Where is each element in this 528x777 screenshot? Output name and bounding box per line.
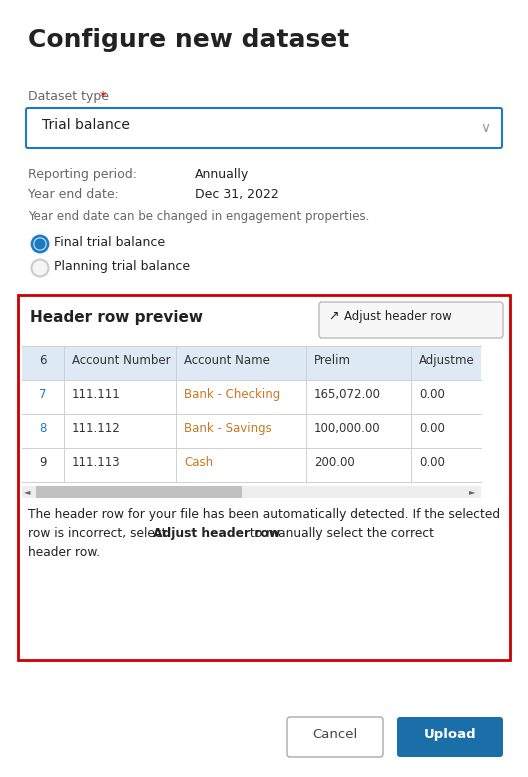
- Text: row is incorrect, select: row is incorrect, select: [28, 527, 171, 540]
- Bar: [22, 414, 481, 448]
- Text: Dataset type: Dataset type: [28, 90, 109, 103]
- Text: Bank - Checking: Bank - Checking: [184, 388, 280, 401]
- Text: Planning trial balance: Planning trial balance: [54, 260, 190, 273]
- Text: Header row preview: Header row preview: [30, 310, 203, 325]
- Text: *: *: [100, 90, 106, 103]
- Text: 0.00: 0.00: [419, 456, 445, 469]
- FancyBboxPatch shape: [319, 302, 503, 338]
- FancyBboxPatch shape: [287, 717, 383, 757]
- Text: Prelim: Prelim: [314, 354, 351, 367]
- Text: 111.111: 111.111: [72, 388, 121, 401]
- Text: to manually select the correct: to manually select the correct: [247, 527, 435, 540]
- Text: Bank - Savings: Bank - Savings: [184, 422, 272, 435]
- Text: Reporting period:: Reporting period:: [28, 168, 137, 181]
- Text: 200.00: 200.00: [314, 456, 355, 469]
- Text: Dec 31, 2022: Dec 31, 2022: [195, 188, 279, 201]
- Text: Upload: Upload: [423, 728, 476, 741]
- Text: Adjustme: Adjustme: [419, 354, 475, 367]
- Text: header row.: header row.: [28, 546, 100, 559]
- Text: Year end date can be changed in engagement properties.: Year end date can be changed in engageme…: [28, 210, 370, 223]
- Text: ∨: ∨: [480, 121, 490, 135]
- Text: Annually: Annually: [195, 168, 249, 181]
- Text: Account Name: Account Name: [184, 354, 270, 367]
- Text: Adjust header row: Adjust header row: [344, 310, 452, 323]
- Bar: [22, 346, 481, 380]
- Text: 165,072.00: 165,072.00: [314, 388, 381, 401]
- Circle shape: [32, 260, 48, 276]
- Text: 9: 9: [39, 456, 47, 469]
- Text: ↗: ↗: [328, 310, 338, 323]
- Text: Configure new dataset: Configure new dataset: [28, 28, 349, 52]
- Circle shape: [35, 239, 45, 249]
- FancyBboxPatch shape: [397, 717, 503, 757]
- Text: 111.113: 111.113: [72, 456, 120, 469]
- Text: ►: ►: [469, 487, 476, 496]
- Text: Adjust header row: Adjust header row: [153, 527, 280, 540]
- Text: 111.112: 111.112: [72, 422, 121, 435]
- Text: The header row for your file has been automatically detected. If the selected: The header row for your file has been au…: [28, 508, 500, 521]
- Bar: [22, 448, 481, 482]
- Text: 0.00: 0.00: [419, 422, 445, 435]
- Text: Cancel: Cancel: [313, 728, 357, 741]
- Text: 100,000.00: 100,000.00: [314, 422, 381, 435]
- Text: 7: 7: [39, 388, 47, 401]
- Text: 6: 6: [39, 354, 47, 367]
- Text: ◄: ◄: [24, 487, 31, 496]
- Text: Cash: Cash: [184, 456, 213, 469]
- Bar: [22, 380, 481, 414]
- Text: Final trial balance: Final trial balance: [54, 236, 165, 249]
- FancyBboxPatch shape: [26, 108, 502, 148]
- Text: Account Number: Account Number: [72, 354, 171, 367]
- Text: 8: 8: [39, 422, 46, 435]
- Text: Trial balance: Trial balance: [42, 118, 130, 132]
- Bar: [36, 486, 242, 498]
- Text: Year end date:: Year end date:: [28, 188, 119, 201]
- Text: 0.00: 0.00: [419, 388, 445, 401]
- Bar: [18, 295, 510, 660]
- Bar: [22, 486, 481, 498]
